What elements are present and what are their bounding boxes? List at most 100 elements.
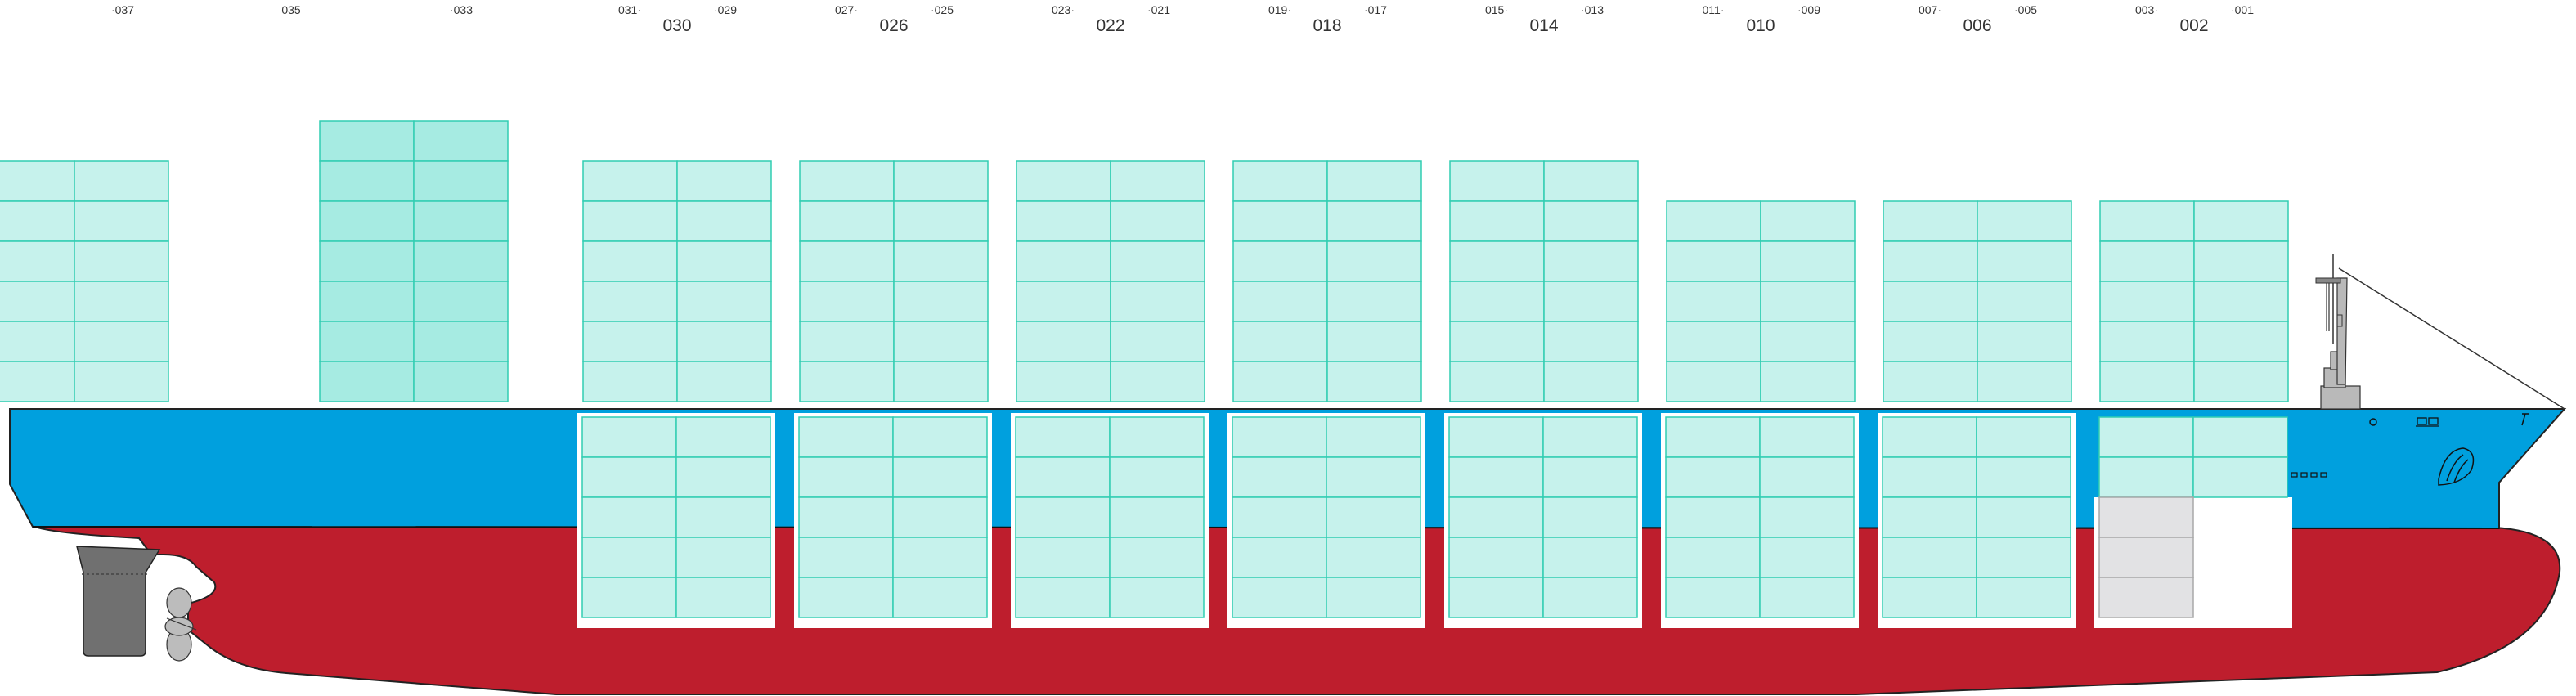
- bay-label-035: 035: [281, 3, 301, 16]
- container-slot: [2099, 200, 2195, 242]
- container-slot: [413, 321, 509, 362]
- container-slot: [1016, 160, 1111, 202]
- container-slot: [892, 416, 988, 458]
- container-slot: [1976, 537, 2071, 578]
- deck-bay-018: [1232, 160, 1422, 402]
- container-slot: [1882, 416, 1977, 458]
- container-slot: [1883, 361, 1978, 402]
- container-slot: [74, 200, 169, 242]
- container-slot: [413, 240, 509, 282]
- container-grid: [1449, 160, 1639, 402]
- container-slot: [675, 416, 771, 458]
- container-grid: [1666, 200, 1856, 402]
- container-slot: [1326, 160, 1422, 202]
- container-slot: [2098, 496, 2194, 538]
- container-slot: [1883, 281, 1978, 322]
- container-slot: [1326, 537, 1421, 578]
- container-slot: [676, 361, 772, 402]
- hold-bay-022: [1011, 413, 1209, 628]
- container-slot: [1666, 240, 1761, 282]
- container-slot: [1015, 496, 1111, 538]
- container-slot: [0, 361, 75, 402]
- container-slot: [1882, 537, 1977, 578]
- container-slot: [2192, 416, 2288, 458]
- container-slot: [74, 160, 169, 202]
- container-slot: [1976, 577, 2071, 618]
- container-slot: [413, 361, 509, 402]
- bay-label-030: 030: [662, 16, 691, 35]
- container-slot: [676, 321, 772, 362]
- container-slot: [1665, 456, 1761, 498]
- bay-label-005: ·005: [2014, 3, 2037, 16]
- container-slot: [1232, 321, 1328, 362]
- container-slot: [1665, 496, 1761, 538]
- container-slot: [0, 281, 75, 322]
- bay-label-003: 003·: [2135, 3, 2158, 16]
- container-slot: [799, 200, 895, 242]
- container-slot: [893, 321, 989, 362]
- container-slot: [582, 240, 678, 282]
- container-slot: [1542, 496, 1638, 538]
- container-slot: [1326, 200, 1422, 242]
- bay-label-006: 006: [1963, 16, 1991, 35]
- container-slot: [2099, 321, 2195, 362]
- container-slot: [319, 240, 415, 282]
- deck-bay-037: [0, 160, 169, 402]
- container-slot: [893, 200, 989, 242]
- container-slot: [2193, 361, 2289, 402]
- container-slot: [798, 456, 894, 498]
- container-grid: [1232, 160, 1422, 402]
- bay-label-026: 026: [879, 16, 908, 35]
- container-slot: [2098, 416, 2194, 458]
- container-slot: [1759, 416, 1855, 458]
- container-slot: [1109, 496, 1205, 538]
- container-slot: [1977, 281, 2072, 322]
- container-slot: [675, 537, 771, 578]
- bay-label-029: ·029: [714, 3, 737, 16]
- container-slot: [893, 240, 989, 282]
- container-slot: [1666, 200, 1761, 242]
- container-slot: [1448, 496, 1544, 538]
- container-slot: [413, 200, 509, 242]
- container-grid: [2098, 496, 2194, 618]
- container-slot: [798, 537, 894, 578]
- container-slot: [799, 160, 895, 202]
- container-grid: [1665, 416, 1855, 618]
- container-slot: [1976, 416, 2071, 458]
- container-slot: [1449, 160, 1545, 202]
- container-slot: [1760, 281, 1856, 322]
- container-slot: [1543, 321, 1639, 362]
- container-slot: [1232, 577, 1327, 618]
- container-slot: [1666, 321, 1761, 362]
- container-slot: [319, 321, 415, 362]
- deck-bay-014: [1449, 160, 1639, 402]
- container-slot: [1109, 537, 1205, 578]
- container-slot: [1326, 321, 1422, 362]
- anchor-icon: [2438, 447, 2475, 486]
- hold-bay-006: [1878, 413, 2076, 628]
- container-slot: [319, 361, 415, 402]
- bay-label-013: ·013: [1581, 3, 1604, 16]
- container-slot: [1977, 321, 2072, 362]
- container-slot: [1326, 416, 1421, 458]
- container-grid: [2099, 200, 2289, 402]
- container-slot: [676, 200, 772, 242]
- container-slot: [319, 281, 415, 322]
- bay-labels: ·037 035 ·033 031· 030 ·029 027· 026 ·02…: [111, 3, 2254, 35]
- container-slot: [1015, 456, 1111, 498]
- container-slot: [1977, 361, 2072, 402]
- container-slot: [892, 496, 988, 538]
- container-grid: [581, 416, 771, 618]
- bay-label-017: ·017: [1364, 3, 1387, 16]
- container-slot: [413, 120, 509, 162]
- hull-mark-icon: [2369, 418, 2377, 426]
- container-slot: [582, 281, 678, 322]
- container-grid: [1232, 416, 1421, 618]
- deck-vents: [2291, 472, 2327, 478]
- container-grid: [799, 160, 989, 402]
- container-slot: [1232, 416, 1327, 458]
- container-grid: [1448, 416, 1638, 618]
- hold-bay-002: [2094, 416, 2292, 628]
- container-slot: [1542, 416, 1638, 458]
- container-grid: [1882, 416, 2071, 618]
